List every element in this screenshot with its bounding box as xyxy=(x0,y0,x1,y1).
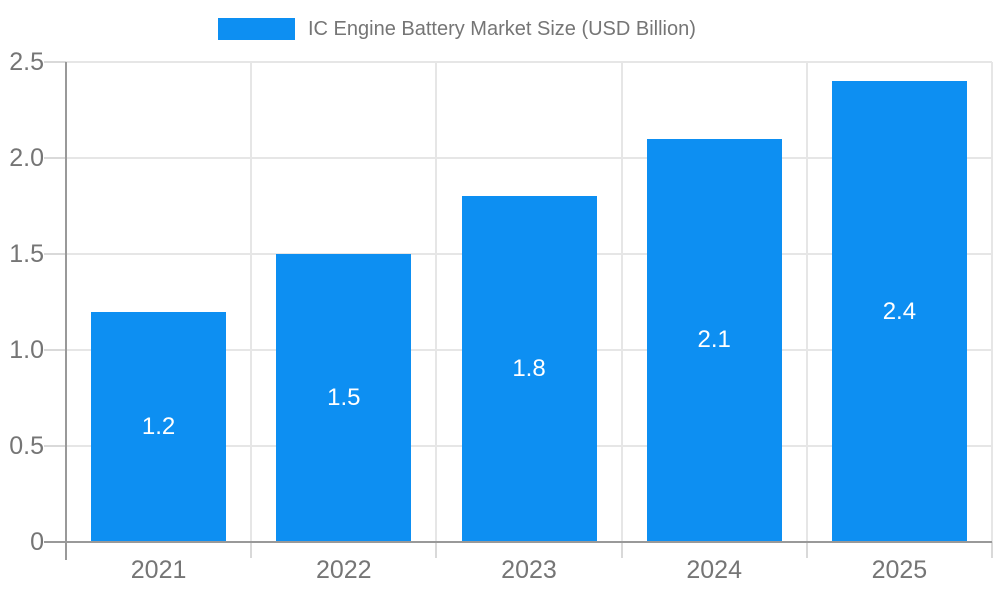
y-tick-mark xyxy=(44,349,66,351)
x-tick-label: 2022 xyxy=(315,556,372,584)
gridline-h xyxy=(66,61,992,63)
x-tick-mark xyxy=(991,542,993,558)
gridline-v xyxy=(435,62,438,542)
x-tick-label: 2024 xyxy=(686,556,742,584)
bar xyxy=(646,138,782,542)
y-tick-label: 2.0 xyxy=(9,144,44,172)
gridline-v xyxy=(620,62,623,542)
bar xyxy=(831,81,967,542)
x-tick-mark xyxy=(435,542,438,558)
gridline-h xyxy=(66,157,992,159)
bar xyxy=(461,196,597,542)
bar-value-label: 1.5 xyxy=(327,384,361,411)
y-tick-label: 1.0 xyxy=(9,336,44,364)
plot-area: 0 0.5 1.0 1.5 2.0 2.5 1.2 2021 1.5 2022 1.8 2023 2.1… xyxy=(9,49,993,584)
y-tick-label: 2.5 xyxy=(9,48,44,76)
y-axis-line xyxy=(65,62,67,560)
y-tick-label: 1.5 xyxy=(9,240,44,268)
y-tick-label: 0 xyxy=(30,528,44,556)
y-tick-mark xyxy=(44,157,66,159)
x-tick-label: 2025 xyxy=(871,556,928,584)
legend-label: IC Engine Battery Market Size (USD Billi… xyxy=(308,18,696,40)
y-tick-mark xyxy=(44,253,66,255)
bar-value-label: 1.8 xyxy=(512,355,546,383)
bar xyxy=(91,311,227,542)
y-tick-mark xyxy=(44,61,66,63)
bar-value-label: 1.2 xyxy=(141,412,176,440)
x-tick-label: 2023 xyxy=(501,556,557,584)
x-tick-mark xyxy=(620,542,623,558)
x-axis-line xyxy=(44,541,992,543)
bar-value-label: 2.1 xyxy=(697,326,731,354)
y-tick-label: 0.5 xyxy=(9,432,44,460)
legend-swatch xyxy=(218,18,295,40)
gridline-v xyxy=(250,62,253,542)
y-tick-mark xyxy=(44,445,66,447)
x-tick-label: 2021 xyxy=(130,556,187,584)
x-tick-mark xyxy=(250,542,253,558)
gridline-v xyxy=(805,62,808,542)
x-tick-mark xyxy=(805,542,808,558)
gridline-v xyxy=(991,62,993,542)
bar-value-label: 2.4 xyxy=(882,297,917,325)
bar xyxy=(276,254,412,542)
